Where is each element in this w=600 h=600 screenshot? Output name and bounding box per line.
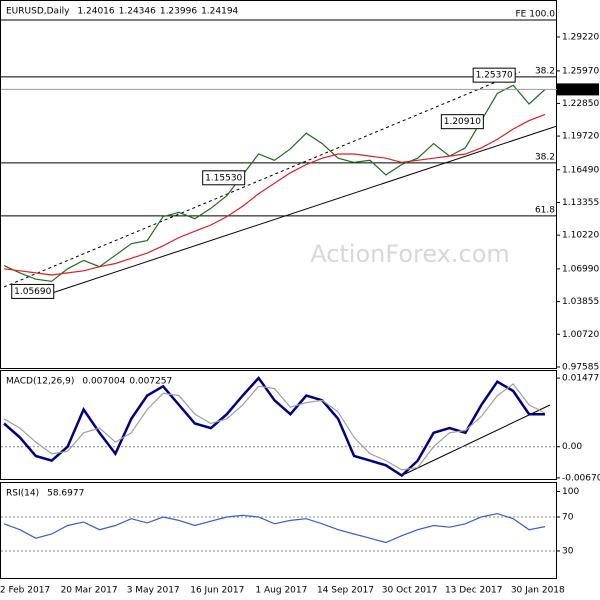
y-tick-label: 1.16490 — [562, 165, 599, 175]
panel-title: RSI(14) — [6, 489, 39, 499]
y-tick-label: 0.00 — [562, 442, 582, 452]
annotation-label: 1.15530 — [205, 173, 242, 183]
fib-label: 61.8 — [535, 205, 555, 215]
x-tick-label: 14 Sep 2017 — [317, 586, 374, 596]
panel-title: MACD(12,26,9) — [6, 377, 74, 387]
series-line — [3, 383, 546, 471]
y-tick-label: 1.06990 — [562, 264, 599, 274]
x-tick-label: 16 Jun 2017 — [190, 586, 244, 596]
x-tick-label: 30 Oct 2017 — [382, 586, 438, 596]
annotation-box — [11, 283, 55, 299]
y-tick-label: 100 — [562, 487, 579, 497]
x-tick-label: 20 Mar 2017 — [61, 586, 118, 596]
y-tick-label: 1.00720 — [562, 330, 599, 340]
series-line — [3, 84, 546, 282]
header-value: 1.24346 — [119, 7, 156, 17]
header-value: 1.24016 — [77, 7, 114, 17]
price-frame — [0, 0, 557, 369]
x-tick-label: 3 May 2017 — [127, 586, 180, 596]
x-tick-label: 2 Feb 2017 — [0, 586, 50, 596]
series-line — [3, 113, 546, 276]
x-tick-label: 30 Jan 2018 — [511, 586, 565, 596]
y-tick-label: 1.10220 — [562, 231, 599, 241]
panel-title: EURUSD,Daily — [6, 7, 70, 17]
y-tick-label: 1.19720 — [562, 132, 599, 142]
y-tick-label: 1.25970 — [562, 66, 599, 76]
fib-label: 38.2 — [535, 152, 555, 162]
annotation-box — [202, 170, 246, 186]
x-tick-label: 1 Aug 2017 — [255, 586, 307, 596]
header-value: 0.007257 — [129, 377, 172, 387]
annotation-label: 1.20910 — [444, 117, 481, 127]
annotation-box — [472, 67, 516, 83]
macd-trend-line — [404, 404, 551, 475]
annotation-box — [440, 114, 484, 130]
current-price-tag — [557, 83, 599, 96]
y-tick-label: 0.97585 — [562, 362, 599, 372]
header-value: 1.23996 — [160, 7, 197, 17]
y-tick-label: 1.03855 — [562, 297, 599, 307]
y-tick-label: 1.29220 — [562, 32, 599, 42]
trend-line — [39, 125, 558, 298]
fib-label: FE 100.0 — [516, 9, 556, 19]
y-tick-label: 0.014776 — [562, 374, 600, 384]
header-value: 58.6977 — [47, 489, 84, 499]
series-line — [3, 376, 545, 478]
y-tick-label: 30 — [562, 546, 574, 556]
fib-label: 38.2 — [535, 66, 555, 76]
rsi-frame — [0, 482, 557, 579]
current-price-label: 1.24194 — [560, 85, 597, 95]
annotation-label: 1.05690 — [14, 287, 51, 297]
y-tick-label: 1.22850 — [562, 99, 599, 109]
series-line — [3, 512, 546, 544]
header-value: 0.007004 — [82, 377, 125, 387]
watermark: ActionForex.com — [310, 240, 510, 268]
header-value: 1.24194 — [201, 7, 238, 17]
y-tick-label: -0.006705 — [562, 473, 600, 483]
annotation-label: 1.25370 — [476, 71, 513, 81]
y-tick-label: 70 — [562, 512, 574, 522]
y-tick-label: 1.13355 — [562, 198, 599, 208]
x-tick-label: 13 Dec 2017 — [445, 586, 503, 596]
macd-frame — [0, 370, 557, 480]
